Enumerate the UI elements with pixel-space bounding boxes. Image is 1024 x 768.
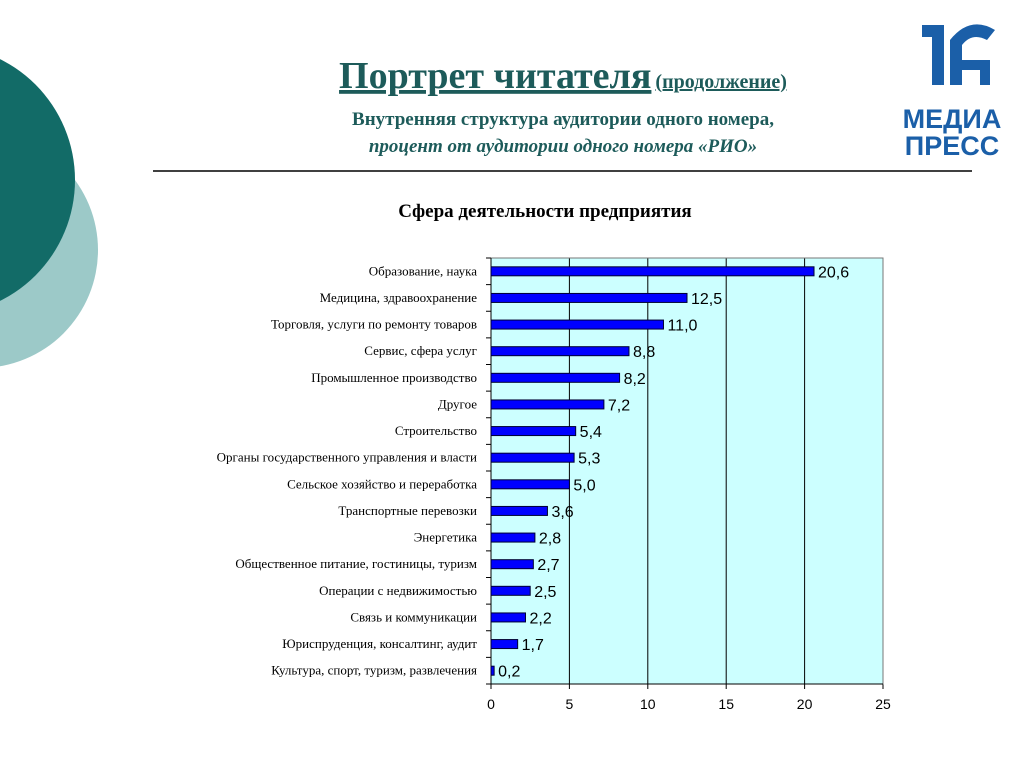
x-tick-label: 20 bbox=[797, 696, 813, 712]
chart-title: Сфера деятельности предприятия bbox=[398, 201, 691, 222]
bar bbox=[490, 479, 570, 490]
value-label: 1,7 bbox=[522, 637, 544, 654]
title-note: (продолжение) bbox=[655, 71, 787, 93]
bar bbox=[490, 292, 688, 303]
bar bbox=[490, 585, 531, 596]
y-tick-label: Сельское хозяйство и переработка bbox=[287, 476, 477, 491]
bar bbox=[490, 346, 630, 357]
logo-text: ПРЕСС bbox=[905, 131, 999, 161]
subtitle: Внутренняя структура аудитории одного но… bbox=[352, 109, 774, 130]
slide-title: Портрет читателя (продолжение) bbox=[339, 55, 787, 97]
logo-text: МЕДИА bbox=[903, 104, 1002, 134]
value-label: 7,2 bbox=[608, 397, 630, 414]
y-tick-label: Юриспруденция, консалтинг, аудит bbox=[282, 636, 477, 651]
logo: МЕДИА ПРЕСС bbox=[903, 24, 1002, 161]
y-tick-label: Транспортные перевозки bbox=[338, 503, 477, 518]
value-label: 11,0 bbox=[667, 318, 697, 335]
bar bbox=[490, 452, 575, 463]
y-tick-label: Образование, наука bbox=[369, 263, 477, 278]
value-label: 2,8 bbox=[539, 531, 561, 548]
x-tick-label: 10 bbox=[640, 696, 656, 712]
y-tick-label: Медицина, здравоохранение bbox=[320, 290, 478, 305]
x-tick-label: 5 bbox=[566, 696, 574, 712]
bar bbox=[490, 505, 548, 516]
bar bbox=[490, 319, 664, 330]
x-tick-label: 25 bbox=[875, 696, 891, 712]
value-label: 5,0 bbox=[573, 477, 595, 494]
y-tick-label: Органы государственного управления и вла… bbox=[217, 450, 477, 465]
logo-mark bbox=[922, 24, 995, 85]
bar bbox=[490, 372, 621, 383]
x-tick-label: 0 bbox=[487, 696, 495, 712]
value-label: 2,5 bbox=[534, 584, 556, 601]
value-label: 2,7 bbox=[537, 557, 559, 574]
bar bbox=[490, 399, 605, 410]
value-label: 3,6 bbox=[551, 504, 573, 521]
chart: 0 5 10 15 20 25 Образование, наука 20,6 Медицина… bbox=[217, 257, 891, 712]
bar bbox=[490, 426, 577, 437]
title-main: Портрет читателя bbox=[339, 55, 651, 97]
y-tick-label: Операции с недвижимостью bbox=[319, 583, 477, 598]
bar bbox=[490, 612, 526, 623]
value-label: 0,2 bbox=[498, 664, 520, 681]
y-tick-label: Энергетика bbox=[414, 530, 477, 545]
y-tick-label: Промышленное производство bbox=[311, 370, 477, 385]
decor-circle bbox=[0, 59, 75, 301]
bar bbox=[490, 639, 519, 650]
y-tick-label: Строительство bbox=[395, 423, 477, 438]
value-label: 12,5 bbox=[691, 291, 722, 308]
value-label: 5,3 bbox=[578, 451, 600, 468]
y-tick-label: Общественное питание, гостиницы, туризм bbox=[235, 556, 477, 571]
bar bbox=[490, 266, 815, 277]
x-tick-label: 15 bbox=[718, 696, 734, 712]
y-tick-label: Другое bbox=[438, 396, 477, 411]
y-tick-label: Культура, спорт, туризм, развлечения bbox=[271, 663, 477, 678]
bar bbox=[490, 665, 495, 676]
y-tick-label: Связь и коммуникации bbox=[350, 609, 477, 624]
value-label: 2,2 bbox=[529, 610, 551, 627]
value-label: 8,8 bbox=[633, 344, 655, 361]
y-tick-label: Сервис, сфера услуг bbox=[364, 343, 477, 358]
bar bbox=[490, 532, 536, 543]
value-label: 8,2 bbox=[624, 371, 646, 388]
subtitle: процент от аудитории одного номера «РИО» bbox=[369, 136, 757, 157]
y-tick-label: Торговля, услуги по ремонту товаров bbox=[271, 317, 477, 332]
value-label: 20,6 bbox=[818, 264, 849, 281]
value-label: 5,4 bbox=[580, 424, 602, 441]
bar bbox=[490, 559, 534, 570]
